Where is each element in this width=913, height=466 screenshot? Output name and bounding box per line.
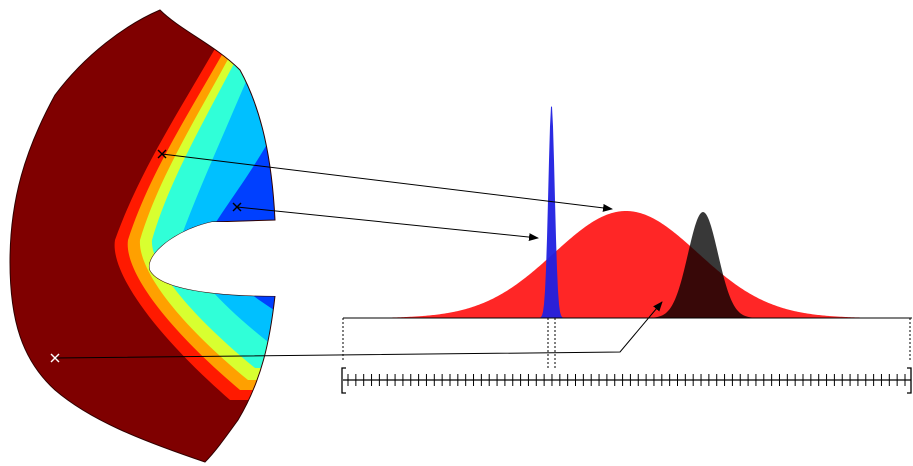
x-marker-point-1	[157, 149, 167, 159]
narrow-peak-distribution	[536, 106, 567, 318]
axis-left-bracket	[341, 367, 346, 394]
tick-axis	[341, 367, 912, 394]
x-marker-point-3	[50, 353, 60, 363]
link-arrows	[54, 153, 663, 359]
arrow-point-1-to-wide-peak	[161, 153, 613, 212]
dark-peak-distribution	[640, 212, 770, 318]
field-outline	[9, 9, 276, 463]
colormap-field	[9, 9, 276, 463]
arrow-point-2-to-narrow-peak	[236, 206, 539, 242]
axis-right-bracket	[907, 367, 912, 394]
arrow-point-3-to-dark-peak	[54, 301, 663, 359]
distributions	[343, 106, 910, 318]
wide-peak-distribution	[343, 211, 910, 318]
x-marker-point-2	[232, 202, 242, 212]
field-notch	[149, 222, 276, 296]
axis-ticks	[347, 374, 906, 386]
sample-markers	[50, 149, 242, 363]
